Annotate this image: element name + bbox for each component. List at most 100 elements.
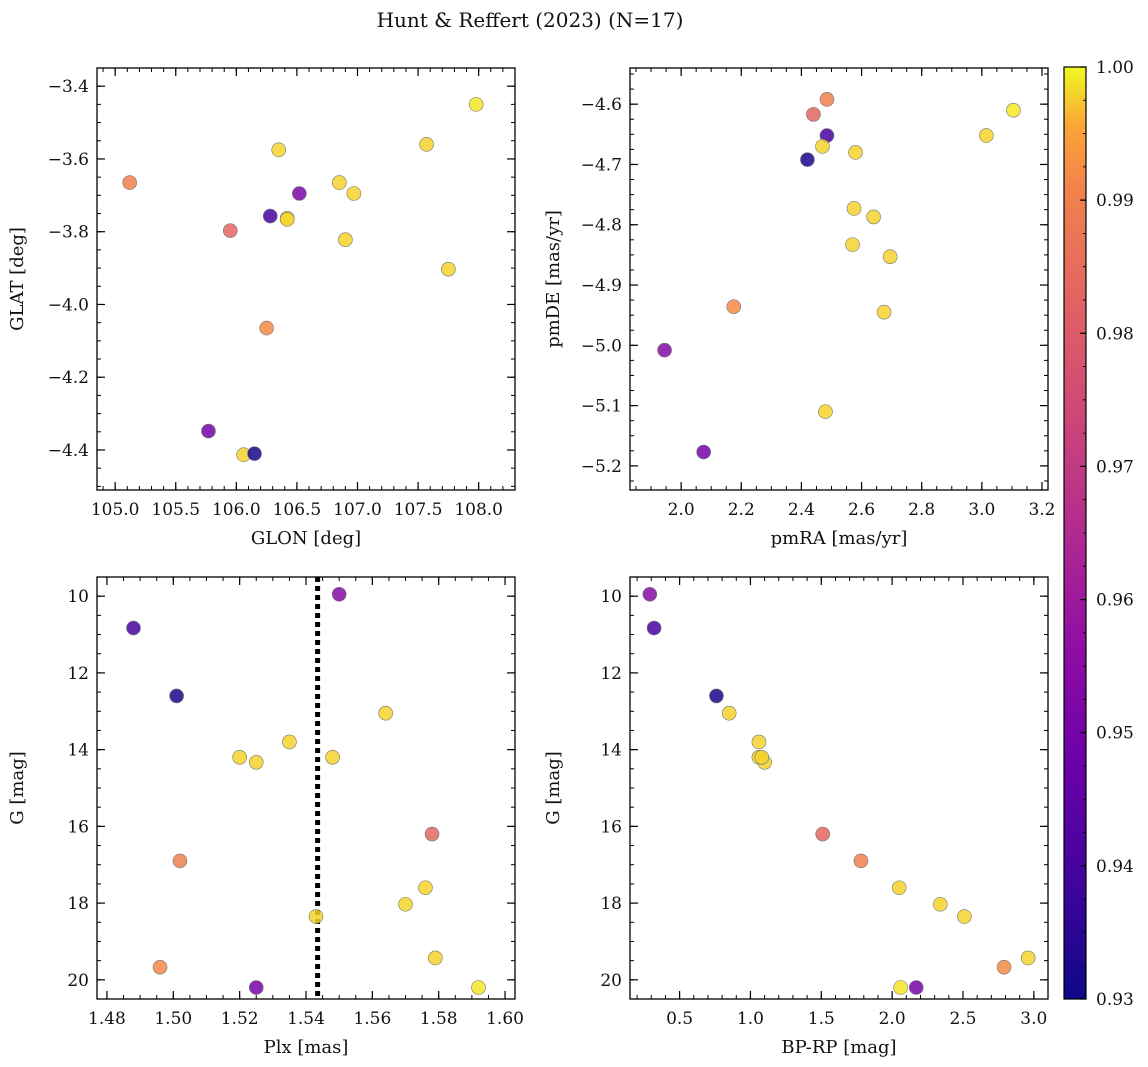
x-tick-label: 1.56 (353, 1009, 391, 1029)
colorbar-tick-label: 0.98 (1096, 324, 1134, 344)
scatter-point (428, 950, 443, 966)
colorbar-tick-label: 0.94 (1096, 857, 1134, 877)
colorbar-tick-label: 0.93 (1096, 990, 1134, 1010)
scatter-point (471, 980, 486, 995)
scatter-point (979, 128, 994, 143)
y-tick-label: 10 (600, 587, 622, 607)
scatter-point (346, 186, 362, 201)
colorbar-tick-label: 0.99 (1096, 191, 1134, 211)
scatter-point (331, 586, 347, 602)
scatter-point (800, 152, 815, 167)
x-tick-label: 2.8 (908, 500, 935, 520)
y-tick-label: 18 (67, 894, 89, 914)
scatter-point (893, 980, 908, 995)
y-axis-label: pmDE [mas/yr] (543, 210, 564, 348)
colorbar-tick-label: 1.00 (1096, 58, 1134, 78)
y-tick-label: −3.6 (48, 150, 89, 170)
axes-frame (96, 576, 516, 1000)
scatter-point (957, 909, 972, 924)
scatter-point (378, 705, 393, 721)
scatter-point (891, 880, 907, 896)
scatter-point (806, 107, 821, 122)
scatter-point (419, 137, 434, 152)
scatter-point (818, 404, 833, 419)
axes-frame (629, 576, 1049, 1000)
scatter-point (279, 212, 295, 227)
y-tick-label: 12 (600, 664, 622, 684)
y-tick-label: −4.6 (581, 95, 622, 115)
y-axis-label: G [mag] (543, 751, 564, 824)
scatter-panel-3: 1.48 1.50 1.52 1.54 1.56 1.58 1.60 10 12 14 16 18 20… (7, 576, 524, 1058)
scatter-point (468, 97, 484, 112)
scatter-point (152, 959, 168, 975)
colorbar: 0.93 0.94 0.95 0.96 0.97 0.98 0.99 1.00 (1063, 58, 1134, 1010)
axes-frame (96, 67, 516, 491)
x-axis-label: pmRA [mas/yr] (771, 528, 908, 549)
scatter-point (308, 909, 324, 924)
x-tick-label: 1.54 (287, 1009, 325, 1029)
scatter-point (292, 186, 307, 201)
y-tick-label: 10 (67, 587, 89, 607)
x-tick-label: 1.60 (486, 1009, 524, 1029)
figure-title: Hunt & Reffert (2023) (N=17) (377, 8, 684, 32)
scatter-point (398, 896, 413, 912)
scatter-point (657, 342, 672, 358)
x-tick-label: 3.0 (1020, 1009, 1047, 1029)
scatter-point (172, 853, 188, 869)
scatter-point (721, 705, 737, 721)
scatter-point (338, 232, 353, 248)
y-tick-label: 18 (600, 894, 622, 914)
y-tick-label: −4.2 (48, 368, 89, 388)
y-tick-label: −4.4 (48, 441, 89, 461)
scatter-point (424, 826, 440, 842)
scatter-point (996, 959, 1012, 975)
x-tick-label: 0.5 (666, 1009, 693, 1029)
scatter-point (866, 209, 881, 225)
scatter-point (845, 237, 860, 252)
scatter-point (1006, 102, 1021, 118)
y-tick-label: −5.1 (581, 397, 622, 417)
scatter-point (126, 620, 141, 636)
scatter-point (332, 175, 347, 190)
scatter-point (1020, 950, 1036, 966)
scatter-point (846, 201, 862, 216)
scatter-point (754, 750, 770, 765)
x-tick-label: 105.5 (151, 500, 200, 520)
y-axis-label: GLAT [deg] (7, 227, 28, 331)
y-tick-label: −5.2 (581, 457, 622, 477)
y-tick-label: 14 (67, 741, 89, 761)
y-tick-label: −4.8 (581, 216, 622, 236)
colorbar-tick-label: 0.95 (1096, 724, 1134, 744)
x-tick-label: 105.0 (91, 500, 140, 520)
y-tick-label: 16 (67, 817, 89, 837)
x-tick-label: 1.48 (88, 1009, 126, 1029)
scatter-point (232, 750, 247, 765)
scatter-point (271, 142, 287, 158)
y-axis-label: G [mag] (7, 751, 28, 824)
colorbar-gradient (1063, 66, 1087, 1000)
scatter-point (709, 688, 724, 704)
x-tick-label: 2.5 (949, 1009, 976, 1029)
axes-frame (629, 67, 1049, 491)
scatter-panel-2: 2.0 2.2 2.4 2.6 2.8 3.0 3.2 −5.2 −5.1 −5.0 −4.9 −4.… (543, 67, 1056, 549)
y-tick-label: 20 (600, 971, 622, 991)
panels: 105.0 105.5 106.0 106.5 107.0 107.5 108.0 −4.4 −… (7, 67, 1056, 1058)
x-tick-label: 3.2 (1028, 500, 1055, 520)
x-tick-label: 2.2 (728, 500, 755, 520)
scatter-point (248, 754, 264, 770)
x-tick-label: 107.5 (394, 500, 443, 520)
x-tick-label: 1.50 (154, 1009, 192, 1029)
scatter-panel-1: 105.0 105.5 106.0 106.5 107.0 107.5 108.0 −4.4 −… (7, 67, 516, 549)
scatter-point (122, 175, 138, 190)
scatter-point (259, 320, 274, 336)
x-tick-label: 2.0 (668, 500, 695, 520)
scatter-point (646, 620, 662, 636)
scatter-point (848, 145, 863, 160)
scatter-point (247, 446, 262, 461)
y-tick-label: −4.0 (48, 295, 89, 315)
scatter-point (815, 139, 830, 154)
scatter-point (642, 586, 658, 602)
y-tick-label: 14 (600, 741, 622, 761)
x-tick-label: 1.0 (737, 1009, 764, 1029)
